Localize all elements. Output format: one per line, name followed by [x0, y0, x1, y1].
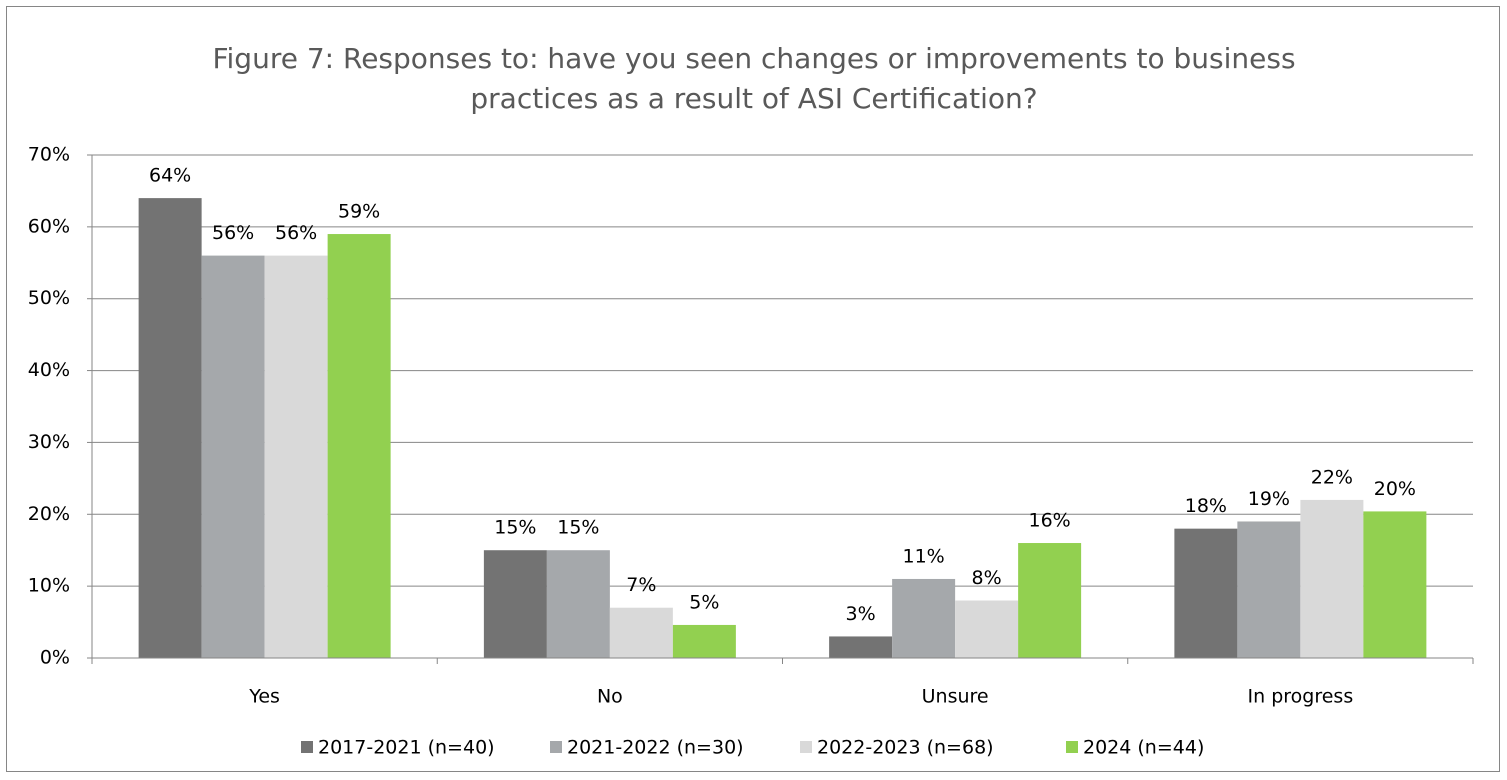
legend-label: 2024 (n=44): [1083, 737, 1204, 759]
y-tick-label: 20%: [28, 503, 70, 525]
legend-label: 2017-2021 (n=40): [318, 737, 495, 759]
data-label: 3%: [846, 603, 876, 625]
bar: [1237, 521, 1301, 658]
data-label: 15%: [494, 517, 536, 539]
data-label: 56%: [212, 222, 254, 244]
y-tick-label: 70%: [28, 144, 70, 166]
bar: [609, 607, 673, 658]
data-label: 59%: [338, 201, 380, 223]
data-label: 19%: [1248, 488, 1290, 510]
bar: [672, 624, 736, 658]
chart-title: practices as a result of ASI Certificati…: [470, 82, 1037, 115]
legend-label: 2021-2022 (n=30): [567, 737, 744, 759]
data-label: 18%: [1185, 495, 1227, 517]
x-tick-label: Unsure: [922, 686, 989, 708]
bar: [483, 550, 547, 658]
y-tick-label: 60%: [28, 215, 70, 237]
bar: [955, 600, 1019, 658]
bar: [1174, 528, 1238, 658]
data-label: 16%: [1029, 510, 1071, 532]
x-tick-label: Yes: [248, 686, 280, 708]
legend-label: 2022-2023 (n=68): [817, 737, 994, 759]
y-tick-label: 50%: [28, 287, 70, 309]
bar: [546, 550, 610, 658]
bar: [1018, 543, 1082, 658]
bar: [1363, 511, 1427, 658]
y-tick-label: 40%: [28, 359, 70, 381]
bar: [138, 198, 202, 658]
x-tick-label: In progress: [1248, 686, 1354, 708]
data-label: 11%: [903, 545, 945, 567]
chart-title: Figure 7: Responses to: have you seen ch…: [212, 42, 1295, 75]
bar: [264, 255, 328, 658]
y-tick-label: 0%: [40, 647, 70, 669]
data-label: 22%: [1311, 466, 1353, 488]
data-label: 7%: [626, 574, 656, 596]
data-label: 8%: [972, 567, 1002, 589]
y-tick-label: 10%: [28, 575, 70, 597]
data-label: 5%: [689, 591, 719, 613]
legend-swatch: [800, 741, 812, 753]
y-tick-label: 30%: [28, 431, 70, 453]
data-label: 15%: [557, 517, 599, 539]
x-tick-label: No: [597, 686, 623, 708]
data-label: 56%: [275, 222, 317, 244]
bar: [892, 578, 956, 658]
bar: [1300, 499, 1364, 658]
bar: [327, 234, 391, 659]
data-label: 20%: [1374, 478, 1416, 500]
data-label: 64%: [149, 165, 191, 187]
bar: [201, 255, 265, 658]
legend-swatch: [550, 741, 562, 753]
bar: [829, 636, 893, 658]
legend-swatch: [1066, 741, 1078, 753]
legend-swatch: [301, 741, 313, 753]
